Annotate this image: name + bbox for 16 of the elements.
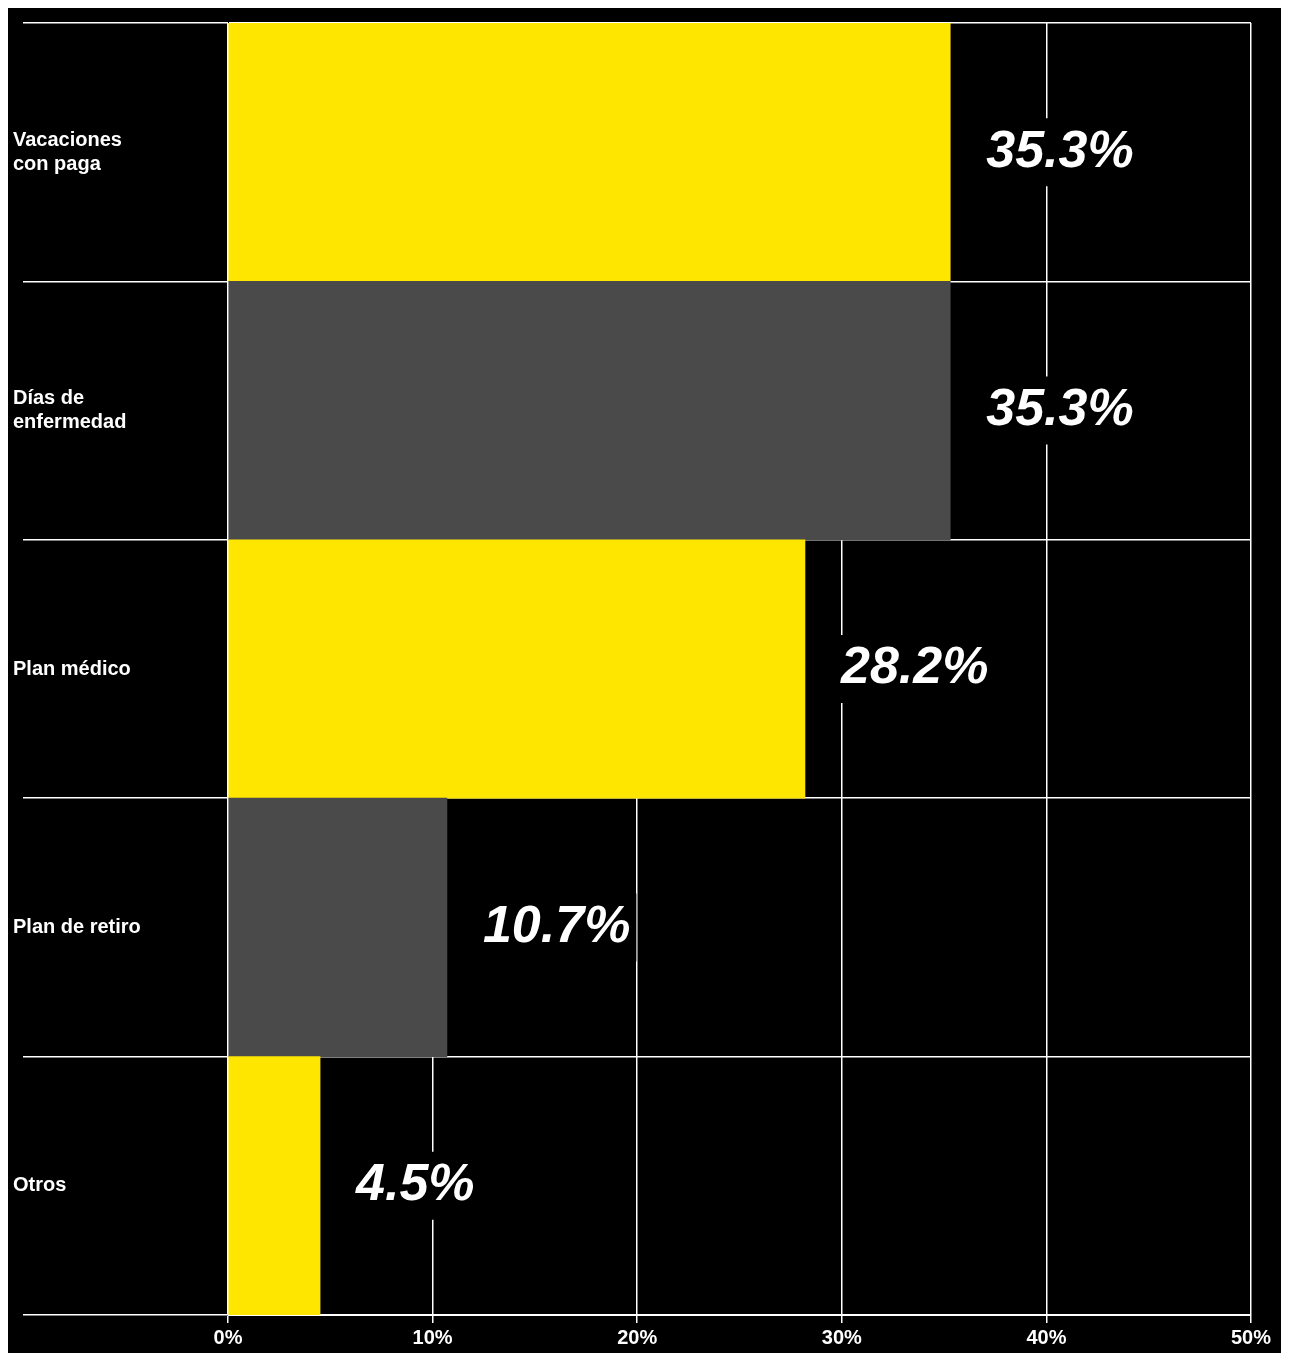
x-tick-label: 10% — [412, 1325, 453, 1348]
x-tick-label: 40% — [1026, 1325, 1067, 1348]
y-tick-label: Otros — [13, 1173, 67, 1196]
data-label: 35.3% — [986, 377, 1134, 436]
x-tick-label: 30% — [821, 1325, 863, 1348]
y-tick-label: Plan de retiro — [13, 914, 141, 937]
data-label: 10.7% — [482, 894, 631, 953]
x-tick-label: 0% — [213, 1325, 243, 1348]
y-tick-label: Plan médico — [13, 656, 131, 679]
data-label: 4.5% — [355, 1153, 475, 1212]
x-tick-label: 50% — [1230, 1325, 1272, 1348]
data-label: 28.2% — [839, 636, 989, 695]
y-tick-label: Días de enfermedad — [13, 386, 127, 433]
x-tick-label: 20% — [617, 1325, 658, 1348]
y-tick-label: Vacaciones con paga — [13, 127, 122, 174]
data-label: 35.3% — [986, 119, 1134, 178]
